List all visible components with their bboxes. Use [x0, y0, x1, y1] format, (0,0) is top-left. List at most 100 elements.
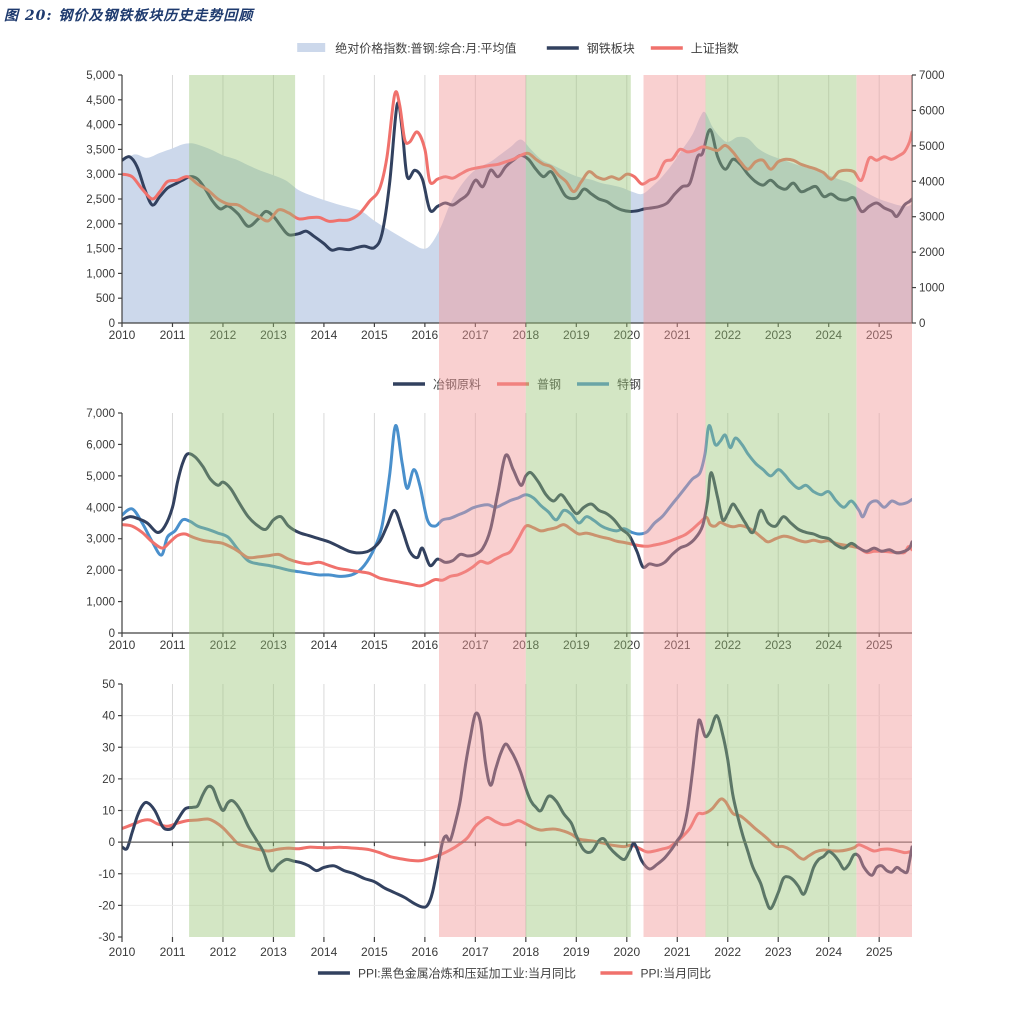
series-ppi-all-line	[122, 797, 912, 863]
x-axis-label: 2019	[563, 328, 590, 342]
y-axis-label: 1,000	[86, 268, 115, 280]
x-axis-label: 2021	[664, 638, 691, 652]
x-axis-label: 2022	[714, 328, 741, 342]
y-axis-label: 6,000	[86, 439, 115, 451]
x-axis-label: 2021	[664, 945, 691, 959]
x-axis-label: 2014	[311, 638, 338, 652]
gridlines-chart-3	[122, 684, 912, 937]
x-axis-label: 2020	[613, 945, 640, 959]
y-axis-label: 5,000	[86, 70, 115, 82]
y-axis-label: 5,000	[86, 471, 115, 483]
band-green-5	[705, 75, 857, 937]
highlight-bands	[189, 75, 912, 937]
y-axis-label: 4,500	[86, 95, 115, 107]
right-y-axis-label: 6000	[919, 105, 945, 117]
legend-item-ppi-ferrous: PPI:黑色金属冶炼和压延加工业:当月同比	[317, 966, 576, 981]
series-group-chart-1	[122, 90, 912, 323]
x-axis-label: 2011	[160, 328, 186, 342]
y-axis-label: 0	[109, 837, 115, 849]
legend-label-special-steel: 特钢	[617, 377, 641, 392]
legend-item-ppi-all: PPI:当月同比	[600, 967, 711, 981]
legend-item-raw-materials: 冶钢原料	[393, 378, 481, 392]
x-axis-label: 2011	[160, 638, 186, 652]
band-red-4	[643, 75, 706, 937]
y-axis-label: 2,000	[86, 565, 115, 577]
x-axis-label: 2025	[866, 945, 893, 959]
y-axis-label: 7,000	[86, 408, 115, 420]
y-axis-label: 3,000	[86, 169, 115, 181]
x-axis-label: 2023	[765, 945, 792, 959]
x-axis-label: 2012	[210, 328, 237, 342]
y-axis-label: 50	[102, 679, 115, 691]
x-axis-label: 2013	[260, 638, 287, 652]
legend-swatch-abs-price-index	[297, 43, 326, 52]
series-special-steel-line	[122, 424, 912, 578]
legend-item-special-steel: 特钢	[577, 377, 641, 392]
x-axis-label: 2021	[664, 328, 691, 342]
band-green-3	[525, 75, 631, 937]
legend-label-abs-price-index: 绝对价格指数:普钢:综合:月:平均值	[335, 41, 516, 56]
series-abs-price-index-area	[122, 111, 912, 323]
x-axis-label: 2019	[563, 638, 590, 652]
right-y-axis-label: 7000	[919, 70, 945, 82]
x-axis-label: 2022	[714, 638, 741, 652]
x-axis-label: 2010	[109, 328, 136, 342]
series-ppi-ferrous-line	[122, 711, 912, 911]
x-axis-label: 2019	[563, 945, 590, 959]
legend-chart-2: 冶钢原料 普钢 特钢	[393, 377, 641, 392]
right-y-axis-label: 1000	[919, 283, 945, 295]
x-axis-label: 2017	[462, 945, 489, 959]
right-y-axis-label: 2000	[919, 247, 945, 259]
x-axis-label: 2017	[462, 638, 489, 652]
x-axis-label: 2018	[512, 945, 539, 959]
x-axis-label: 2018	[512, 638, 539, 652]
x-axis-label: 2013	[260, 328, 287, 342]
x-axis-label: 2015	[361, 638, 388, 652]
y-axis-label: 500	[96, 293, 115, 305]
y-axis-label: 4,000	[86, 120, 115, 132]
legend-item-common-steel: 普钢	[497, 378, 561, 392]
legend-chart-3: PPI:黑色金属冶炼和压延加工业:当月同比 PPI:当月同比	[317, 966, 711, 981]
axes-chart-1: 0 500 1,000 1,500 2,000 2,500 3,000 3,500 4,000 4…	[86, 70, 944, 330]
y-axis-label: 20	[102, 774, 115, 786]
x-axis-label: 2023	[765, 638, 792, 652]
y-axis-label: 2,000	[86, 219, 115, 231]
x-axis-label: 2015	[361, 328, 388, 342]
figure-title: 图 20: 钢价及钢铁板块历史走势回顾	[4, 8, 254, 24]
legend-item-abs-price-index: 绝对价格指数:普钢:综合:月:平均值	[297, 41, 517, 56]
legend-label-ppi-all: PPI:当月同比	[640, 967, 711, 981]
x-axis-label: 2016	[412, 328, 439, 342]
x-axis-label: 2017	[462, 328, 489, 342]
axes-chart-3: -30 -20 -10 0 10 20 30 40 50	[98, 679, 912, 944]
x-axis-label: 2020	[613, 638, 640, 652]
y-axis-label: -10	[98, 869, 115, 881]
x-axis-label: 2013	[260, 945, 287, 959]
x-axis-label: 2014	[311, 945, 338, 959]
right-y-axis-label: 3000	[919, 212, 945, 224]
series-group-chart-3	[122, 711, 912, 911]
x-axis-labels-chart-1: 2010 2011 2012 2013 2014 2015 2016 2017 2018 2019…	[109, 328, 893, 342]
y-axis-label: 1,500	[86, 244, 115, 256]
x-axis-label: 2023	[765, 328, 792, 342]
x-axis-labels-chart-2: 2010 2011 2012 2013 2014 2015 2016 2017 2018 2019…	[109, 638, 893, 652]
y-axis-label: 10	[102, 806, 115, 818]
series-raw-materials-line	[122, 452, 912, 569]
band-red-2	[439, 75, 526, 937]
x-axis-label: 2010	[109, 638, 136, 652]
x-axis-label: 2010	[109, 945, 136, 959]
x-axis-label: 2024	[815, 638, 842, 652]
y-axis-label: 30	[102, 742, 115, 754]
legend-label-ppi-ferrous: PPI:黑色金属冶炼和压延加工业:当月同比	[358, 966, 576, 981]
y-axis-label: -20	[98, 900, 115, 912]
x-axis-label: 2025	[866, 328, 893, 342]
right-y-axis-label: 5000	[919, 141, 945, 153]
legend-item-shanghai-composite: 上证指数	[650, 41, 739, 56]
legend-item-steel-sector: 钢铁板块	[546, 42, 635, 56]
y-axis-label: 2,500	[86, 194, 115, 206]
x-axis-labels-chart-3: 2010 2011 2012 2013 2014 2015 2016 2017 2018 2019…	[109, 945, 893, 959]
axes-chart-2: 0 1,000 2,000 3,000 4,000 5,000 6,000 7,000	[86, 408, 912, 640]
x-axis-label: 2016	[412, 945, 439, 959]
x-axis-label: 2012	[210, 638, 237, 652]
